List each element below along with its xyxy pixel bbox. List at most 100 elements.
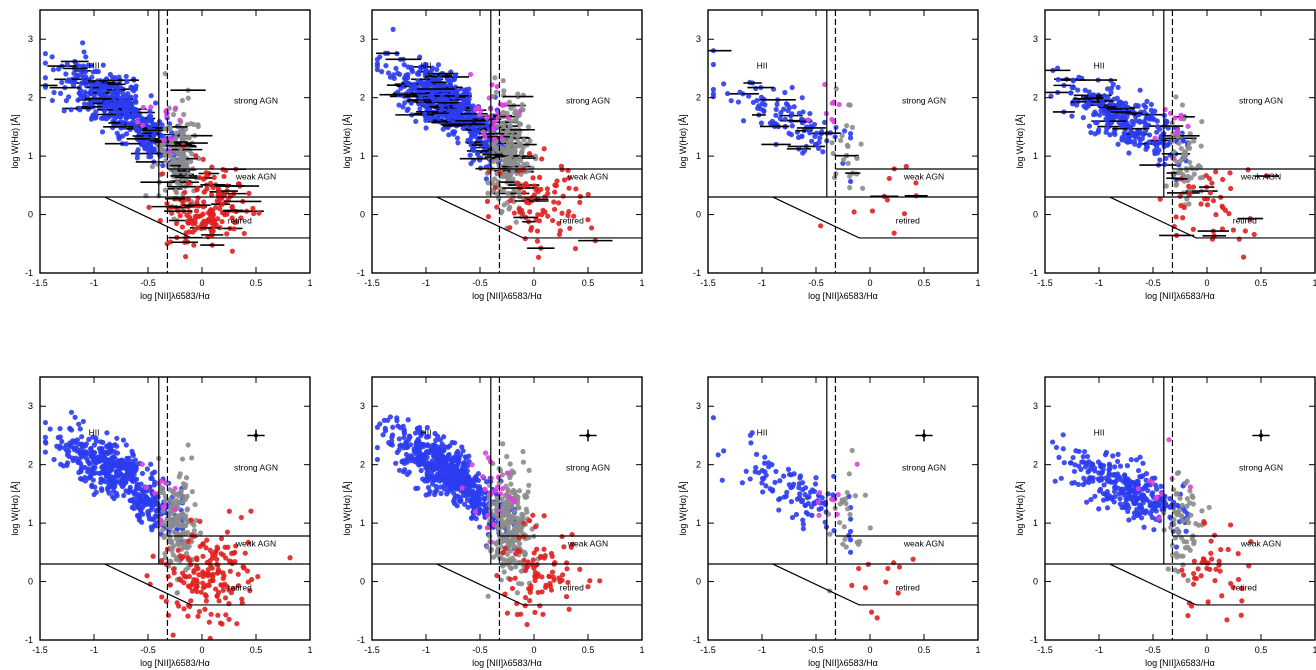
hii-point bbox=[42, 75, 49, 81]
hii-point bbox=[415, 449, 421, 456]
transition-point bbox=[163, 108, 169, 114]
agn-point bbox=[207, 558, 213, 564]
composite-point bbox=[504, 110, 510, 116]
hii-region-label: HII bbox=[421, 60, 432, 70]
x-tick-label: -0.5 bbox=[472, 278, 488, 288]
hii-point bbox=[450, 480, 456, 486]
composite-point bbox=[506, 99, 512, 105]
agn-point bbox=[218, 535, 225, 542]
hii-point bbox=[110, 478, 116, 485]
composite-point bbox=[501, 569, 507, 575]
composite-point bbox=[519, 511, 525, 517]
hii-point bbox=[100, 62, 106, 68]
agn-point bbox=[507, 225, 513, 231]
hii-point bbox=[86, 460, 92, 466]
transition-point bbox=[1178, 112, 1184, 118]
hii-point bbox=[385, 70, 392, 76]
agn-point bbox=[213, 586, 219, 592]
hii-point bbox=[121, 492, 127, 499]
agn-point bbox=[227, 568, 233, 574]
composite-point bbox=[860, 185, 866, 191]
agn-point bbox=[555, 200, 562, 206]
hii-point bbox=[785, 107, 791, 114]
hii-point bbox=[131, 88, 137, 94]
hii-point bbox=[472, 133, 479, 140]
composite-point bbox=[1188, 175, 1194, 181]
composite-point bbox=[176, 493, 182, 499]
agn-point bbox=[1213, 211, 1219, 218]
x-tick-label: 0.5 bbox=[250, 645, 263, 655]
hii-point bbox=[89, 482, 95, 488]
hii-point bbox=[130, 107, 136, 114]
hii-point bbox=[811, 488, 818, 495]
hii-point bbox=[446, 116, 452, 122]
agn-point bbox=[532, 609, 538, 615]
hii-point bbox=[822, 119, 828, 125]
hii-point bbox=[404, 444, 411, 450]
agn-point bbox=[170, 566, 177, 572]
hii-point bbox=[1093, 119, 1099, 126]
hii-point bbox=[146, 516, 153, 522]
hii-point bbox=[414, 426, 420, 432]
agn-point bbox=[512, 575, 518, 581]
hii-point bbox=[1161, 112, 1168, 119]
agn-point bbox=[194, 580, 200, 586]
hii-point bbox=[374, 456, 380, 463]
hii-point bbox=[423, 492, 429, 498]
hii-point bbox=[784, 489, 790, 495]
composite-point bbox=[842, 536, 848, 542]
y-tick-label: -1 bbox=[693, 268, 701, 278]
composite-point bbox=[485, 593, 491, 599]
composite-point bbox=[178, 488, 184, 494]
hii-point bbox=[148, 461, 154, 467]
hii-point bbox=[1145, 115, 1151, 121]
agn-point bbox=[235, 571, 241, 577]
agn-point bbox=[851, 209, 857, 215]
agn-point bbox=[165, 573, 171, 580]
hii-point bbox=[139, 519, 145, 525]
hii-point bbox=[769, 488, 776, 494]
x-tick-label: 0.5 bbox=[1255, 278, 1268, 288]
agn-point bbox=[818, 223, 824, 229]
agn-point bbox=[200, 569, 206, 575]
hii-point bbox=[120, 133, 126, 139]
composite-point bbox=[170, 552, 176, 558]
agn-point bbox=[1204, 202, 1211, 208]
hii-point bbox=[82, 478, 88, 484]
agn-point bbox=[568, 544, 574, 550]
hii-point bbox=[1068, 90, 1074, 96]
hii-point bbox=[446, 488, 452, 495]
agn-point bbox=[1186, 183, 1192, 189]
x-tick-label: -1 bbox=[758, 278, 766, 288]
hii-point bbox=[467, 482, 473, 488]
hii-point bbox=[88, 446, 94, 452]
hii-point bbox=[130, 451, 136, 457]
agn-point bbox=[522, 236, 528, 242]
agn-point bbox=[215, 612, 221, 618]
composite-point bbox=[1191, 138, 1197, 144]
hii-point bbox=[470, 126, 477, 132]
agn-point bbox=[535, 589, 541, 595]
hii-point bbox=[401, 458, 407, 465]
hii-point bbox=[148, 93, 154, 99]
hii-point bbox=[759, 475, 766, 481]
hii-point bbox=[51, 89, 57, 96]
hii-point bbox=[1124, 139, 1130, 145]
transition-point bbox=[498, 135, 504, 141]
y-tick-label: 0 bbox=[1033, 210, 1038, 220]
transition-point bbox=[496, 508, 502, 515]
hii-point bbox=[49, 97, 55, 104]
composite-point bbox=[487, 517, 493, 524]
x-tick-label: 1 bbox=[975, 278, 980, 288]
hii-point bbox=[470, 497, 476, 503]
hii-point bbox=[126, 489, 132, 496]
agn-point bbox=[241, 230, 247, 237]
strong-agn-label: strong AGN bbox=[566, 463, 610, 473]
agn-point bbox=[540, 207, 546, 213]
composite-point bbox=[512, 508, 518, 514]
hii-point bbox=[408, 100, 414, 106]
agn-point bbox=[558, 163, 564, 169]
agn-point bbox=[566, 606, 572, 612]
